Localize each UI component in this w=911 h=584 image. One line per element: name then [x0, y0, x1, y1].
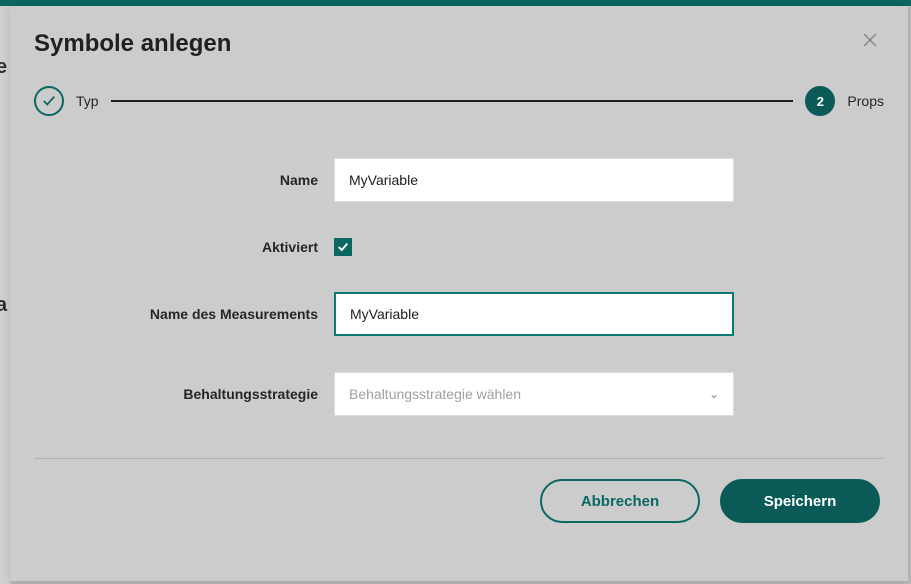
label-retention: Behaltungsstrategie — [34, 386, 334, 402]
step-1-label: Typ — [76, 93, 99, 109]
check-icon — [337, 241, 349, 253]
bg-char: a — [0, 294, 7, 317]
label-activated: Aktiviert — [34, 239, 334, 255]
close-button[interactable] — [860, 30, 880, 50]
label-name: Name — [34, 172, 334, 188]
row-activated: Aktiviert — [34, 238, 884, 256]
retention-placeholder: Behaltungsstrategie wählen — [349, 386, 521, 402]
row-measurement: Name des Measurements — [34, 292, 884, 336]
retention-select[interactable]: Behaltungsstrategie wählen ⌄ — [334, 372, 734, 416]
stepper: Typ 2 Props — [10, 66, 908, 128]
stepper-line — [111, 100, 794, 102]
form: Name Aktiviert Name des Measurements Beh… — [10, 128, 908, 446]
close-icon — [863, 33, 877, 47]
check-icon — [42, 94, 56, 108]
modal-header: Symbole anlegen — [10, 6, 908, 66]
activated-checkbox[interactable] — [334, 238, 352, 256]
step-1-indicator[interactable] — [34, 86, 64, 116]
label-measurement: Name des Measurements — [34, 306, 334, 322]
save-button[interactable]: Speichern — [720, 479, 880, 523]
bg-char: e — [0, 56, 7, 79]
modal-title: Symbole anlegen — [34, 30, 231, 58]
row-retention: Behaltungsstrategie Behaltungsstrategie … — [34, 372, 884, 416]
background-occluded: e a — [0, 6, 10, 584]
step-2-label: Props — [847, 93, 884, 109]
measurement-input[interactable] — [334, 292, 734, 336]
chevron-down-icon: ⌄ — [709, 387, 719, 401]
modal-footer: Abbrechen Speichern — [10, 459, 908, 547]
cancel-button[interactable]: Abbrechen — [540, 479, 700, 523]
step-2-indicator[interactable]: 2 — [805, 86, 835, 116]
create-symbols-modal: Symbole anlegen Typ 2 Props Name Aktivie… — [10, 6, 908, 581]
row-name: Name — [34, 158, 884, 202]
name-input[interactable] — [334, 158, 734, 202]
